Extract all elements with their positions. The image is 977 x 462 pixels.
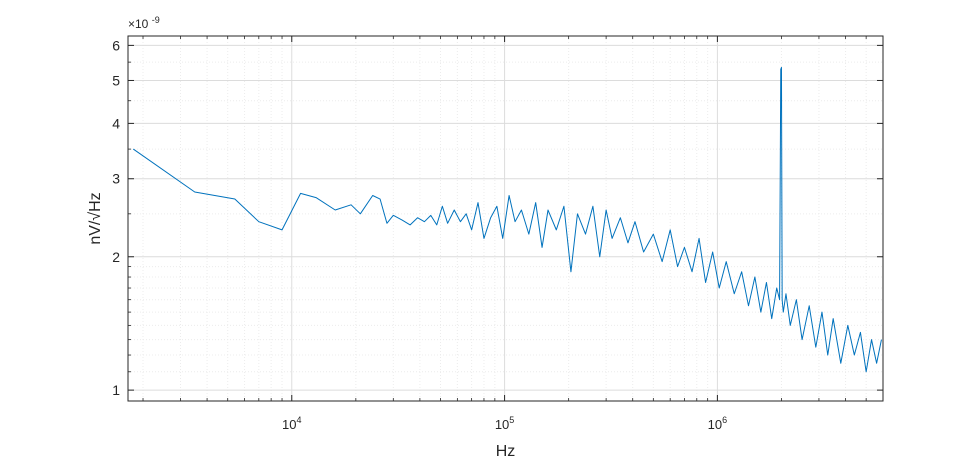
x-tick-exponent: 4 (296, 415, 301, 425)
x-axis-label: Hz (496, 443, 516, 460)
y-tick-label: 1 (112, 382, 120, 398)
major-grid (128, 36, 883, 401)
y-exponent-times: ×10 (128, 17, 149, 31)
x-tick-exponent: 5 (509, 415, 514, 425)
noise-spectrum-line-0 (132, 66, 882, 373)
series-layer (132, 66, 882, 373)
y-exponent-power: -9 (152, 15, 160, 25)
x-tick-base: 10 (282, 417, 296, 432)
x-tick-label: 105 (495, 415, 514, 432)
y-tick-labels: 1 2 3 4 5 6 (112, 37, 120, 398)
y-tick-label: 3 (112, 171, 120, 187)
y-tick-label: 6 (112, 37, 120, 53)
y-axis-label: nV/√Hz (87, 192, 104, 244)
axes-box (127, 35, 884, 402)
x-tick-label: 104 (282, 415, 301, 432)
x-tick-exponent: 6 (722, 415, 727, 425)
x-tick-base: 10 (495, 417, 509, 432)
y-tick-label: 2 (112, 249, 120, 265)
x-tick-base: 10 (708, 417, 722, 432)
minor-grid (128, 36, 884, 401)
x-tick-label: 106 (708, 415, 727, 432)
y-tick-label: 4 (112, 115, 120, 131)
y-tick-label: 5 (112, 72, 120, 88)
tick-marks (128, 36, 884, 401)
x-tick-labels: 104 105 106 (282, 415, 727, 432)
y-exponent-label: ×10 -9 (128, 15, 160, 31)
